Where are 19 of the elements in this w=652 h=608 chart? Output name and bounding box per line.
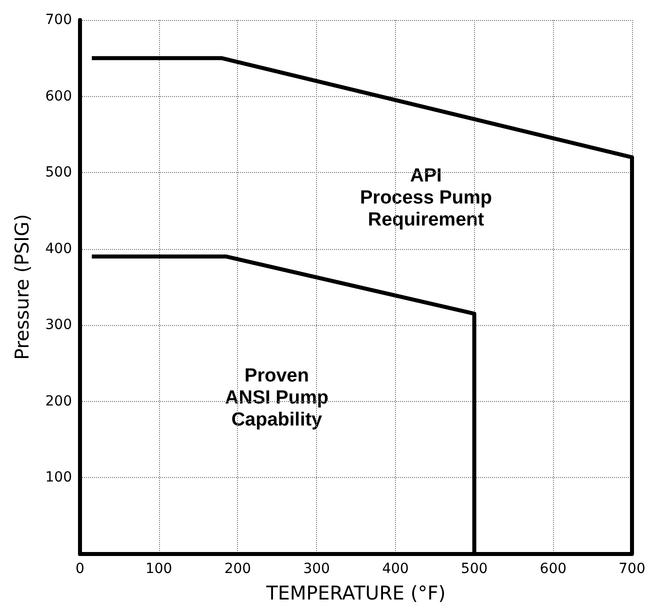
x-tick-label: 100 (145, 561, 172, 577)
x-tick-label: 600 (540, 561, 567, 577)
x-tick-label: 200 (224, 561, 252, 577)
x-tick-label: 300 (303, 561, 330, 577)
y-tick-label: 400 (45, 240, 72, 257)
x-tick-label: 400 (382, 561, 409, 577)
annotation: Proven ANSI Pump Capability (225, 366, 328, 430)
x-tick-label: 0 (76, 561, 84, 577)
y-tick-label: 700 (45, 12, 72, 28)
x-axis-title: TEMPERATURE (°F) (265, 582, 446, 604)
annotation: API Process Pump Requirement (360, 166, 492, 230)
x-tick-label: 700 (618, 561, 646, 577)
y-tick-label: 100 (45, 470, 72, 486)
y-tick-label: 600 (45, 88, 72, 104)
y-tick-label: 500 (45, 164, 72, 181)
y-tick-label: 300 (45, 317, 72, 334)
y-tick-label: 200 (45, 393, 72, 410)
y-axis-title: Pressure (PSIG) (12, 214, 34, 360)
x-tick-label: 500 (460, 561, 488, 577)
